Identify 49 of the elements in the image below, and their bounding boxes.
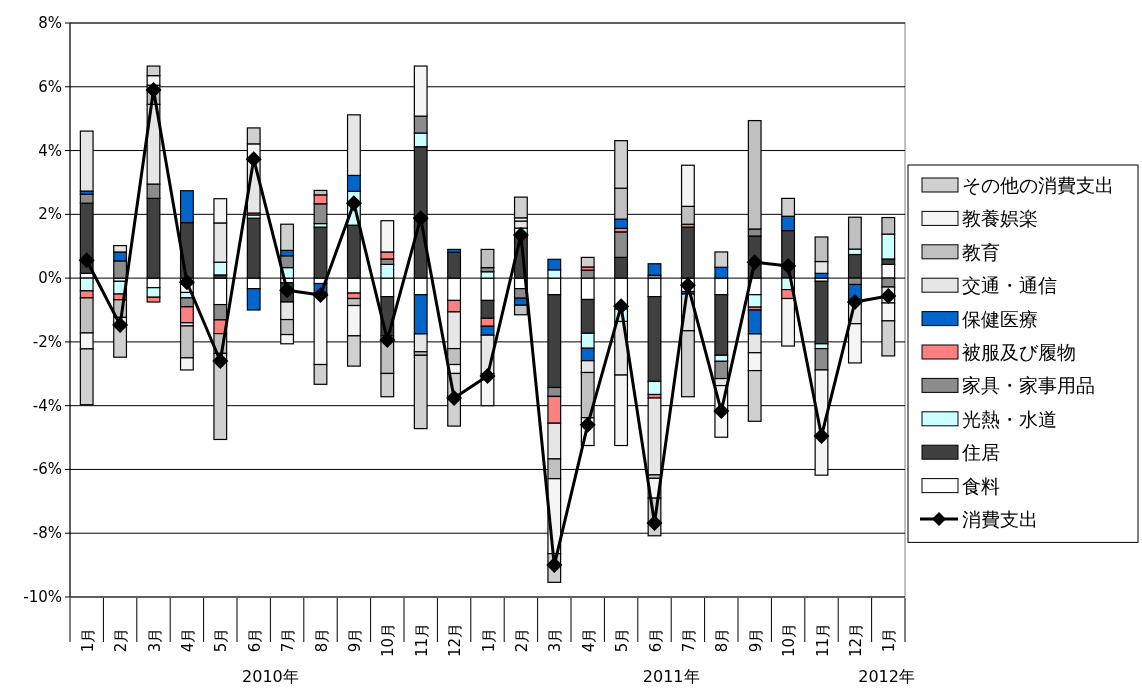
- x-tick-label: 12月: [846, 622, 865, 658]
- x-tick-label: 3月: [145, 627, 164, 653]
- x-tick-label: 11月: [813, 622, 832, 658]
- y-tick-label: 0%: [38, 269, 62, 288]
- x-tick-label: 4月: [579, 627, 598, 653]
- x-tick-label: 1月: [880, 627, 899, 653]
- legend-label: 教養娯楽: [962, 207, 1038, 230]
- y-tick-label: -10%: [23, 588, 62, 606]
- y-tick-label: 6%: [38, 77, 62, 96]
- legend-label: その他の消費支出: [962, 174, 1114, 196]
- x-tick-label: 4月: [178, 627, 197, 653]
- x-tick-label: 5月: [613, 627, 632, 653]
- legend-label: 消費支出: [962, 508, 1038, 530]
- x-tick-label: 8月: [713, 627, 732, 653]
- legend-label: 被服及び履物: [962, 341, 1076, 363]
- text: 2011年: [642, 667, 700, 686]
- text: 2012年: [858, 667, 915, 686]
- legend-label: 交通・通信: [962, 274, 1057, 297]
- legend-label: 教育: [962, 240, 1000, 263]
- x-tick-label: 9月: [746, 627, 765, 653]
- x-tick-label: 1月: [479, 627, 498, 653]
- legend-label: 保健医療: [962, 307, 1038, 330]
- x-tick-label: 8月: [312, 627, 331, 653]
- x-tick-label: 7月: [279, 627, 298, 653]
- x-tick-label: 9月: [345, 627, 364, 653]
- x-tick-label: 6月: [646, 627, 665, 653]
- x-tick-label: 2月: [112, 627, 131, 653]
- x-tick-label: 7月: [679, 627, 698, 653]
- y-tick-label: 8%: [38, 14, 62, 32]
- x-tick-label: 2月: [512, 627, 531, 653]
- x-tick-label: 10月: [379, 622, 398, 658]
- x-tick-label: 1月: [78, 627, 97, 653]
- x-tick-label: 10月: [780, 622, 799, 658]
- y-tick-label: -4%: [32, 396, 62, 415]
- y-tick-label: 2%: [38, 205, 62, 224]
- x-tick-label: 3月: [546, 627, 565, 653]
- x-tick-label: 5月: [212, 627, 231, 653]
- y-tick-label: -8%: [32, 524, 62, 543]
- legend-label: 家具・家事用品: [962, 374, 1095, 397]
- text: 2010年: [242, 667, 299, 686]
- x-tick-label: 11月: [412, 622, 431, 658]
- legend-label: 光熱・水道: [962, 407, 1057, 430]
- x-tick-label: 12月: [446, 622, 465, 658]
- y-tick-label: -6%: [32, 460, 62, 479]
- y-tick-label: 4%: [38, 141, 62, 160]
- legend-label: 住居: [961, 441, 1000, 464]
- legend-label: 食料: [962, 474, 1000, 497]
- y-tick-label: -2%: [32, 332, 62, 351]
- x-tick-label: 6月: [245, 627, 264, 653]
